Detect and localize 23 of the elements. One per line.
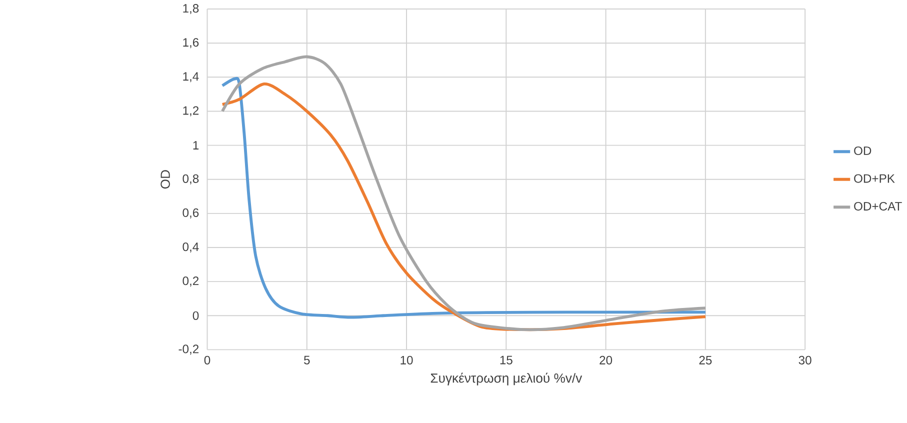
- x-tick-label: 10: [400, 356, 413, 364]
- legend-label: OD: [854, 146, 872, 156]
- x-tick-label: 5: [304, 356, 310, 364]
- y-tick-label: 1: [193, 141, 199, 150]
- x-tick-label: 25: [699, 356, 712, 364]
- y-tick-label: 0,2: [182, 276, 199, 287]
- y-tick-label: 0,6: [182, 208, 199, 218]
- x-tick-label: 20: [600, 356, 612, 364]
- y-tick-label: 1,2: [183, 106, 199, 116]
- x-tick-label: 30: [798, 356, 812, 364]
- y-tick-label: 1,6: [183, 38, 199, 48]
- legend-label: OD+CAT: [854, 202, 902, 211]
- y-tick-label: 0,8: [182, 174, 199, 184]
- y-tick-label: -0,2: [178, 344, 199, 355]
- y-axis-title: OD: [160, 170, 170, 189]
- y-tick-label: 0,4: [182, 242, 199, 253]
- x-tick-label: 15: [500, 356, 512, 364]
- x-axis-title: Συγκέντρωση μελιού %v/v: [430, 372, 582, 386]
- legend-label: OD+PK: [854, 174, 895, 183]
- y-tick-label: 1,4: [183, 72, 199, 82]
- x-tick-label: 0: [204, 356, 210, 364]
- y-tick-label: 0: [192, 311, 199, 320]
- y-tick-label: 1,8: [183, 4, 199, 14]
